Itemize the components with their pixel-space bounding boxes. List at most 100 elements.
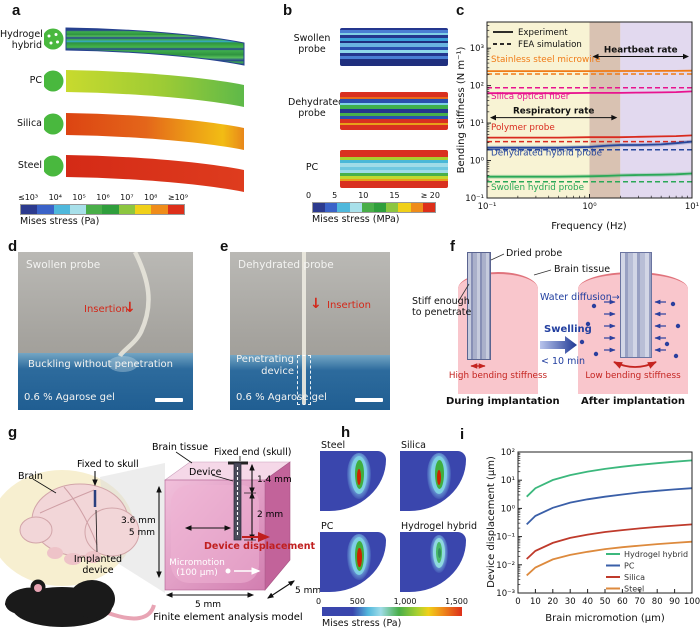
series-label: Dehydrated hybrid probe [491, 149, 602, 159]
label-line: Penetrating [236, 354, 294, 365]
micromotion-label1: Micromotion [169, 558, 225, 568]
x-tick-label: 80 [652, 597, 663, 607]
y-tick-label: 10² [501, 448, 515, 458]
after-implantation-label: After implantation [580, 396, 686, 407]
colorbar-tick: ≥10⁹ [167, 193, 188, 202]
x-tick-label: 70 [634, 597, 645, 607]
colorbar-b-caption: Mises stress (MPa) [312, 214, 400, 225]
colorbar-b-ticks: 0 5 10 15 ≥ 20 [306, 191, 440, 200]
x-tick-label: 40 [582, 597, 593, 607]
swelling-label: Swelling [544, 324, 592, 335]
label-line: device [261, 366, 294, 377]
label-line: probe [298, 43, 326, 55]
dim-5mm-left: 5 mm [129, 528, 155, 538]
bending-stiffness-chart: 10⁻¹ 10⁰ 10¹ 10³ 10² 10¹ 10⁰ 10⁻¹ Stainless stee… [456, 21, 699, 232]
probe-pc [66, 70, 244, 107]
mouse-illustration [5, 579, 156, 627]
probe-silica [66, 113, 244, 150]
fea-label-pc: PC [321, 521, 334, 532]
straight-probe-illustration [302, 252, 306, 404]
scale-bar [155, 398, 183, 402]
fea-probe-pc [340, 150, 448, 188]
medium-label: 0.6 % Agarose gel [236, 392, 327, 403]
probe-label-hydrogel-hybrid: Hydrogel hybrid [0, 29, 43, 52]
panel-letter-b: b [283, 2, 293, 19]
legend-label: Silica [624, 573, 645, 582]
dried-probe-label: Dried probe [506, 248, 563, 259]
implanted-device-label1: Implanted [74, 554, 122, 565]
x-tick-label: 60 [617, 597, 628, 607]
right-arrow-icon: → [611, 292, 620, 303]
colorbar-tick: 10 [358, 191, 369, 200]
colorbar-tick: 10⁶ [96, 193, 110, 202]
label-line: Hydrogel [0, 29, 43, 40]
panel-letter-h: h [341, 424, 351, 441]
y-tick-label: 10⁻³ [496, 589, 515, 599]
colorbar-tick: ≤10³ [18, 193, 39, 202]
photo-swollen-probe: Swollen probe Insertion ↓ Buckling witho… [18, 252, 193, 410]
chart-polygon [683, 53, 689, 60]
displacement-label: Device displacement [204, 541, 316, 552]
colorbar-tick: 10⁸ [144, 193, 158, 202]
fea-label-silica: Silica [401, 440, 426, 451]
colorbar-h [322, 607, 462, 616]
x-tick-label: 50 [600, 597, 611, 607]
brain-illustration [19, 483, 140, 565]
micromotion-label2: (100 μm) [176, 568, 218, 578]
fea-probe-swollen [340, 28, 448, 66]
series-line-dehydrated-hybrid-probe [487, 140, 693, 149]
panel-letter-g: g [8, 424, 18, 441]
annotation-label: Heartbeat rate [604, 45, 678, 55]
fea-label-steel: Steel [321, 440, 346, 451]
legend-label: Steel [624, 585, 644, 594]
panel-letter-d: d [8, 238, 18, 255]
colorbar-b [312, 202, 436, 213]
brain-label: Brain [18, 471, 43, 482]
colorbar-tick: 10⁵ [72, 193, 86, 202]
x-tick-label: 30 [565, 597, 576, 607]
panel-letter-f: f [450, 238, 455, 255]
pointer-lines [32, 451, 241, 553]
photo-dehydrated-probe: Dehydrated probe ↓ Insertion Penetrating… [230, 252, 390, 410]
y-tick-label: 10⁻¹ [496, 533, 515, 543]
y-tick-label: 10⁻¹ [465, 194, 484, 204]
fea-bending-probes-illustration [44, 27, 245, 192]
brain-tissue-label: Brain tissue [554, 264, 611, 275]
y-tick-label: 10⁻² [496, 561, 515, 571]
legend-label: PC [624, 562, 635, 571]
series-line-swollen-hydrid-probe [487, 172, 693, 178]
low-stiffness-label: Low bending stiffness [585, 371, 681, 381]
x-tick-label: 10 [530, 597, 541, 607]
swollen-probe-illustration [620, 252, 652, 358]
dim-5mm-right: 5 mm [295, 586, 320, 596]
probe-label-pc-b: PC [305, 162, 319, 173]
x-tick-label: 10⁻¹ [478, 202, 497, 212]
plot-border [517, 451, 693, 594]
high-stiffness-label: High bending stiffness [448, 371, 548, 381]
chart-polygon [611, 114, 618, 121]
fea-model-caption: Finite element analysis model [153, 612, 302, 623]
series-line-silica [526, 523, 693, 560]
panel-letter-i: i [460, 426, 465, 443]
panel-letter-a: a [12, 2, 21, 19]
colorbar-a-caption: Mises stress (Pa) [20, 216, 100, 227]
x-tick-label: 10⁰ [582, 202, 597, 212]
colorbar-tick: 15 [389, 191, 400, 200]
y-tick-label: 10¹ [470, 119, 484, 129]
y-tick-label: 10² [470, 82, 484, 92]
colorbar-tick: 0 [306, 191, 312, 200]
x-axis-label: Frequency (Hz) [551, 221, 627, 232]
swelling-time-label: < 10 min [541, 356, 586, 367]
probe-label-steel: Steel [17, 160, 42, 171]
y-tick-label: 10⁰ [470, 157, 485, 167]
colorbar-tick: ≥ 20 [420, 191, 440, 200]
label-line: Dehydrated [288, 97, 345, 108]
colorbar-h-caption: Mises stress (Pa) [322, 618, 402, 628]
buckling-caption: Buckling without penetration [28, 359, 173, 370]
x-tick-label: 90 [669, 597, 680, 607]
dried-probe-illustration [467, 252, 491, 360]
y-axis-label: Device displacement (μm) [486, 456, 497, 588]
fea-label-hydrogel-hybrid: Hydrogel hybrid [401, 521, 478, 532]
fea-quarter-steel [320, 451, 386, 511]
